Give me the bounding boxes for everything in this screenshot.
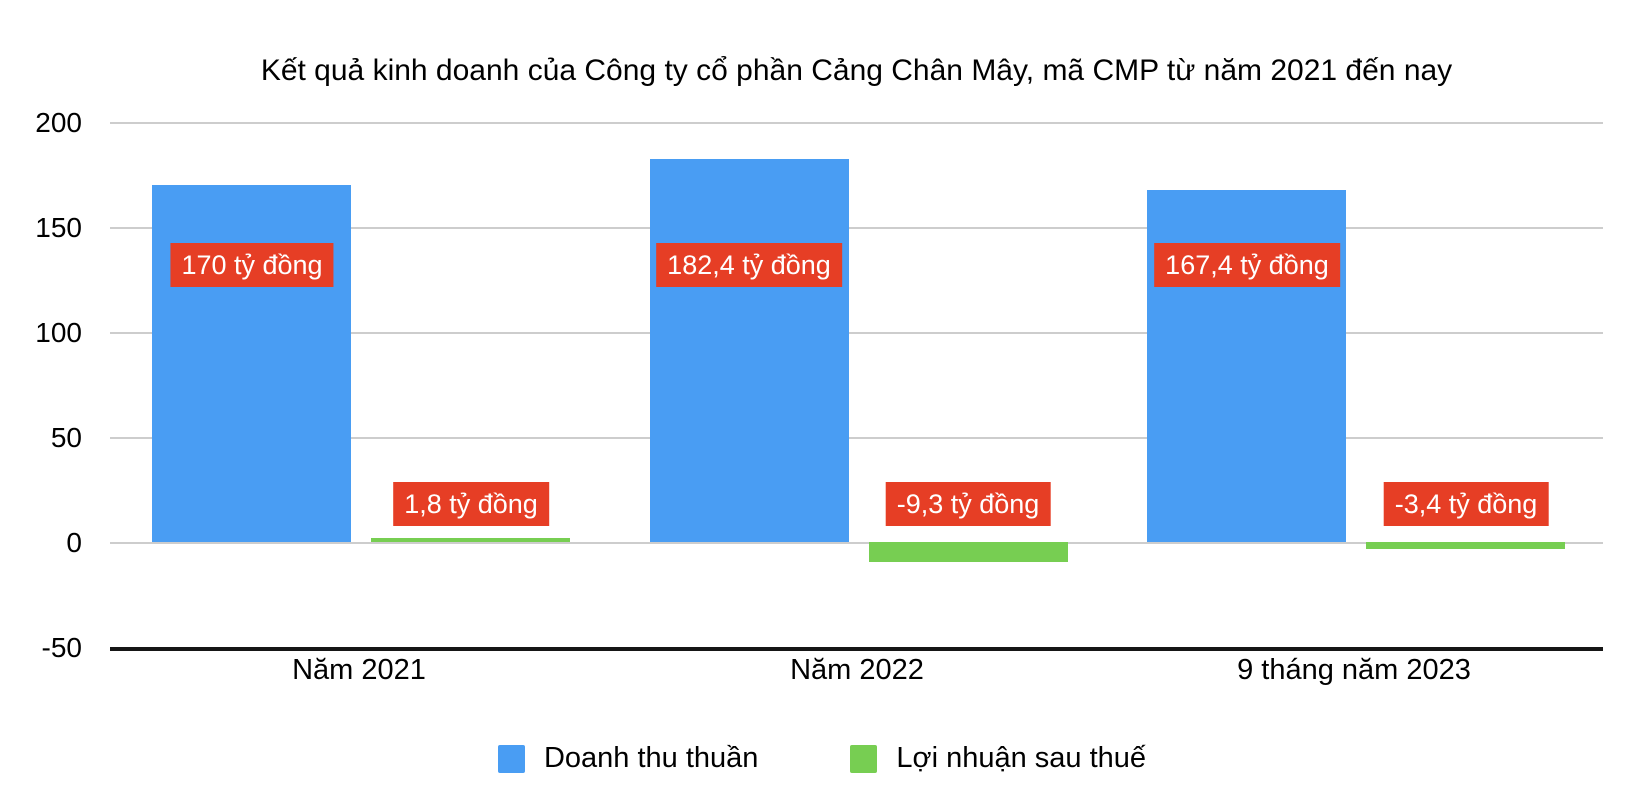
- gridline: [110, 542, 1603, 544]
- chart-legend: Doanh thu thuần Lợi nhuận sau thuế: [0, 742, 1644, 775]
- x-axis-line: [110, 647, 1603, 651]
- legend-item-loi-nhuan-sau-thue[interactable]: Lợi nhuận sau thuế: [850, 742, 1146, 775]
- gridline: [110, 437, 1603, 439]
- y-tick-label: 200: [35, 107, 82, 138]
- bar-value-label: -3,4 tỷ đồng: [1383, 482, 1549, 526]
- bar-profit-1[interactable]: [869, 542, 1068, 562]
- gridline: [110, 227, 1603, 229]
- bar-value-label: 182,4 tỷ đồng: [656, 243, 842, 287]
- bar-value-label: -9,3 tỷ đồng: [885, 482, 1051, 526]
- y-tick-label: 100: [35, 317, 82, 348]
- gridline: [110, 122, 1603, 124]
- x-category-label: Năm 2021: [292, 654, 426, 686]
- legend-item-doanh-thu-thuan[interactable]: Doanh thu thuần: [497, 742, 759, 775]
- y-tick-label: 0: [66, 527, 82, 558]
- bar-revenue-1[interactable]: [650, 159, 849, 542]
- bar-value-label: 167,4 tỷ đồng: [1154, 243, 1340, 287]
- plot-area: 200 150 100 50 0 -50 170 tỷ đồng 182,4 tỷ đồng 1…: [35, 107, 1603, 686]
- x-category-label: Năm 2022: [790, 654, 924, 686]
- bar-value-label: 170 tỷ đồng: [170, 243, 334, 287]
- chart-title: Kết quả kinh doanh của Công ty cổ phần C…: [260, 54, 1453, 87]
- x-category-label: 9 tháng năm 2023: [1237, 654, 1471, 686]
- y-tick-label: -50: [41, 632, 82, 663]
- revenue-series-swatch-icon: [497, 744, 525, 773]
- bar-value-label: 1,8 tỷ đồng: [393, 482, 549, 526]
- y-tick-label: 150: [35, 212, 82, 243]
- gridline: [110, 332, 1603, 334]
- y-tick-label: 50: [50, 422, 82, 453]
- profit-series-swatch-icon: [850, 744, 878, 773]
- legend-label-revenue: Doanh thu thuần: [543, 742, 759, 774]
- bar-revenue-0[interactable]: [152, 185, 351, 542]
- legend-label-profit: Lợi nhuận sau thuế: [896, 742, 1147, 774]
- bar-profit-0[interactable]: [371, 538, 570, 542]
- bar-profit-2[interactable]: [1366, 542, 1565, 549]
